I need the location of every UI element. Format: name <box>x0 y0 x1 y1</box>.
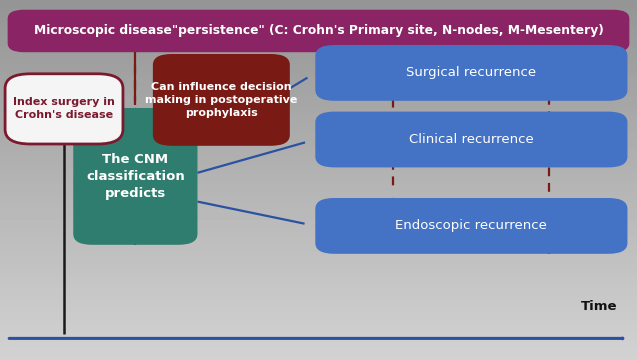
FancyBboxPatch shape <box>315 198 627 254</box>
FancyBboxPatch shape <box>315 45 627 101</box>
FancyBboxPatch shape <box>73 108 197 245</box>
Text: The CNM
classification
predicts: The CNM classification predicts <box>86 153 185 200</box>
Text: Time: Time <box>580 300 617 313</box>
FancyBboxPatch shape <box>153 54 290 146</box>
FancyBboxPatch shape <box>315 112 627 167</box>
Text: Surgical recurrence: Surgical recurrence <box>406 66 536 80</box>
Text: Can influence decision
making in postoperative
prophylaxis: Can influence decision making in postope… <box>145 82 297 118</box>
Text: Microscopic disease"persistence" (C: Crohn's Primary site, N-nodes, M-Mesentery): Microscopic disease"persistence" (C: Cro… <box>34 24 603 37</box>
Text: Clinical recurrence: Clinical recurrence <box>409 133 534 146</box>
FancyBboxPatch shape <box>5 74 123 144</box>
Text: Index surgery in
Crohn's disease: Index surgery in Crohn's disease <box>13 97 115 121</box>
Text: Endoscopic recurrence: Endoscopic recurrence <box>396 219 547 233</box>
FancyBboxPatch shape <box>8 10 629 52</box>
